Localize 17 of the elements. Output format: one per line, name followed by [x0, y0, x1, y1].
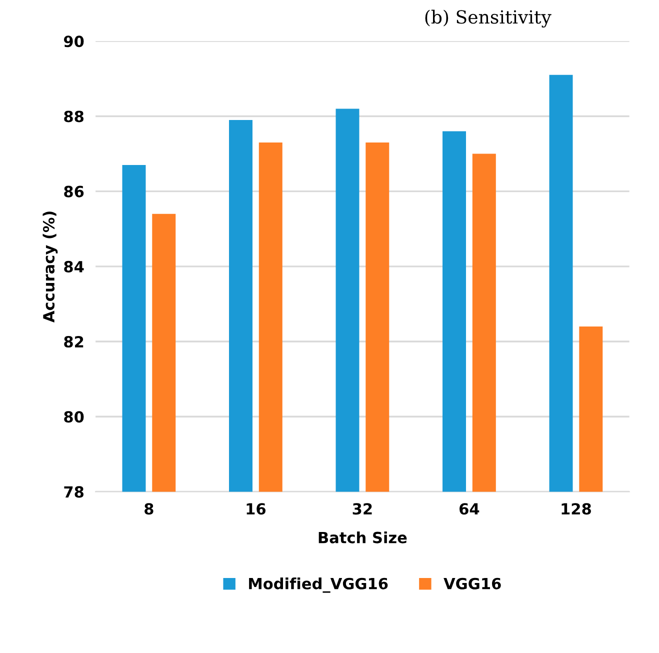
y-tick-label: 86 — [64, 186, 84, 198]
y-tick-label: 82 — [64, 336, 84, 348]
y-tick-label: 80 — [64, 411, 84, 423]
y-axis-title: Accuracy (%) — [42, 212, 58, 322]
x-tick-label: 16 — [246, 503, 266, 515]
legend-label: Modified_VGG16 — [249, 578, 388, 593]
x-tick-label: 32 — [352, 503, 372, 515]
y-tick-label: 78 — [64, 486, 84, 498]
text: (b) Sensitivity — [425, 10, 552, 28]
y-tick-label: 88 — [64, 110, 84, 122]
y-tick-label: 84 — [64, 260, 84, 272]
x-tick-label: 128 — [562, 503, 591, 515]
legend-label: VGG16 — [444, 578, 501, 590]
y-tick-label: 90 — [64, 36, 84, 48]
x-axis-title: Batch Size — [318, 531, 407, 544]
x-tick-label: 64 — [460, 503, 480, 515]
x-tick-label: 8 — [144, 503, 154, 515]
